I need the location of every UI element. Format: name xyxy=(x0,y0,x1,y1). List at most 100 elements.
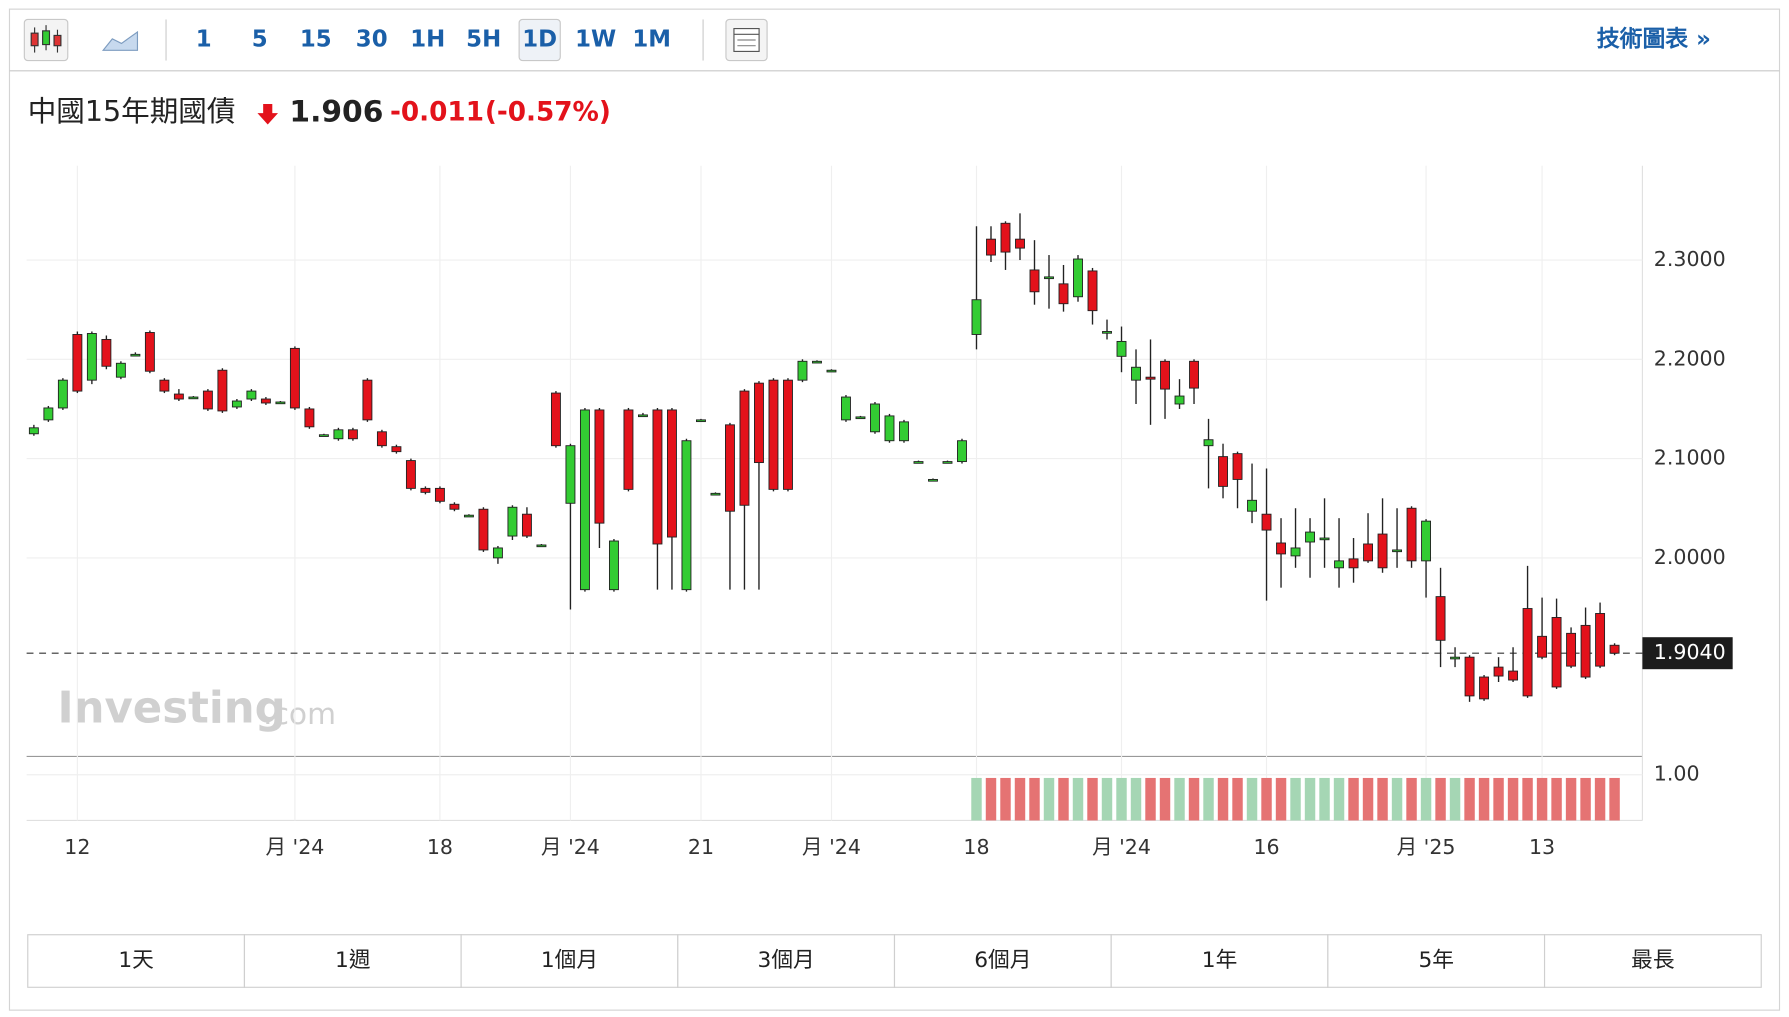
volume-bar xyxy=(1420,777,1432,821)
down-arrow xyxy=(257,103,279,125)
candle-body xyxy=(115,362,126,378)
plot: 2.0000 2.1000 2.2000 2.3000 1.00 12 月 '24 18 月 '… xyxy=(26,165,1733,859)
candle-body xyxy=(1348,558,1359,569)
candle-body xyxy=(913,461,924,464)
icon-body xyxy=(42,30,51,46)
technical-chart-link[interactable]: 技術圖表 » xyxy=(1597,25,1711,52)
volume-bar xyxy=(1377,777,1388,821)
y-tick-label: 2.0000 xyxy=(1654,545,1726,569)
interval-button[interactable]: 1 xyxy=(196,26,212,52)
candle-body xyxy=(405,460,416,489)
volume-bar xyxy=(1565,777,1577,821)
candle-body xyxy=(812,360,822,364)
candle-body xyxy=(260,398,271,404)
range-button[interactable]: 1個月 xyxy=(541,948,598,973)
candle-body xyxy=(1595,613,1606,667)
range-button[interactable]: 最長 xyxy=(1631,948,1675,973)
candle-body xyxy=(550,392,561,447)
volume-bar xyxy=(1348,777,1359,821)
interval-button[interactable]: 15 xyxy=(300,26,332,52)
candle-body xyxy=(594,409,605,524)
candle-type-button[interactable] xyxy=(23,18,69,62)
candle-body xyxy=(1087,270,1098,312)
volume-bar xyxy=(1217,777,1229,821)
volume-bar xyxy=(1072,777,1084,821)
candle-body xyxy=(1522,608,1533,697)
volume-bar xyxy=(1435,777,1446,821)
candle-body xyxy=(275,401,286,405)
candle-body xyxy=(1015,238,1025,249)
range-button-frame[interactable] xyxy=(893,934,1112,988)
candle-body xyxy=(623,409,634,490)
candle-body xyxy=(1464,656,1475,697)
x-tick-label: 月 '24 xyxy=(802,835,861,859)
candle-body xyxy=(1551,617,1562,688)
interval-button[interactable]: 30 xyxy=(356,26,388,52)
candle-body xyxy=(420,487,431,493)
volume-bar xyxy=(1116,777,1127,821)
y-tick-label: 2.2000 xyxy=(1654,346,1726,370)
range-button-frame[interactable] xyxy=(677,934,896,988)
candle-body xyxy=(1102,331,1112,334)
last-price-label: 1.9040 xyxy=(1654,640,1726,664)
candle-body xyxy=(971,299,982,335)
last-price-tag xyxy=(1642,637,1733,670)
x-tick-label: 16 xyxy=(1253,835,1279,859)
area-type-button[interactable] xyxy=(101,30,139,51)
volume-bar xyxy=(1130,777,1142,821)
candle-body xyxy=(173,393,184,400)
range-button[interactable]: 1天 xyxy=(118,948,154,973)
candle-body xyxy=(202,390,213,410)
candle-body xyxy=(101,338,112,367)
candle-body xyxy=(333,429,344,440)
x-tick-label: 18 xyxy=(963,835,989,859)
range-button[interactable]: 1年 xyxy=(1202,948,1238,973)
candle-body xyxy=(696,419,706,423)
volume-bar xyxy=(1391,777,1403,821)
price-change-percent: (-0.57%) xyxy=(485,98,611,128)
range-button[interactable]: 6個月 xyxy=(974,948,1031,973)
interval-button[interactable]: 1W xyxy=(575,26,616,52)
interval-button[interactable]: 1M xyxy=(632,26,671,52)
range-button-frame[interactable] xyxy=(460,934,679,988)
candle-body xyxy=(1290,547,1301,557)
range-button-frame[interactable] xyxy=(27,934,246,988)
interval-button[interactable]: 1H xyxy=(410,26,445,52)
candle-body xyxy=(231,400,242,408)
volume-bar xyxy=(1609,777,1620,821)
range-button-frame[interactable] xyxy=(1110,934,1329,988)
candle-body xyxy=(1609,644,1620,654)
candle-body xyxy=(1160,360,1170,390)
x-tick-label: 月 '25 xyxy=(1397,835,1456,859)
watermark-brand: Investing xyxy=(57,683,285,733)
range-button[interactable]: 1週 xyxy=(335,948,371,973)
volume-bar xyxy=(1188,777,1200,821)
volume-bar xyxy=(1319,777,1330,821)
candle-body xyxy=(1029,269,1040,293)
candle-body xyxy=(449,503,460,510)
candle-body xyxy=(608,540,619,591)
interval-bar: 1 5 15 30 1H 5H 1D 1W 1M xyxy=(196,18,671,62)
range-button-frame[interactable] xyxy=(1327,934,1546,988)
interval-button[interactable]: 5H xyxy=(466,26,501,52)
volume-bar xyxy=(1275,777,1287,821)
volume-bar xyxy=(1101,777,1113,821)
layout-button[interactable] xyxy=(725,18,768,62)
range-button[interactable]: 5年 xyxy=(1418,948,1454,973)
candle-body xyxy=(1377,533,1388,569)
candle-body xyxy=(1116,340,1127,357)
candle-body xyxy=(826,369,837,373)
candle-body xyxy=(1435,596,1446,641)
x-tick-label: 月 '24 xyxy=(265,835,324,859)
candle-body xyxy=(899,421,909,442)
candle-body xyxy=(1580,624,1591,678)
interval-button[interactable]: 5 xyxy=(252,26,268,52)
range-button-frame[interactable] xyxy=(1543,934,1762,988)
candle-body xyxy=(1537,635,1548,658)
interval-button[interactable]: 1D xyxy=(522,26,557,52)
volume-bar xyxy=(1246,777,1258,821)
range-button[interactable]: 3個月 xyxy=(758,948,815,973)
volume-bar xyxy=(1203,777,1214,821)
candle-body xyxy=(1174,395,1185,405)
range-button-frame[interactable] xyxy=(243,934,462,988)
